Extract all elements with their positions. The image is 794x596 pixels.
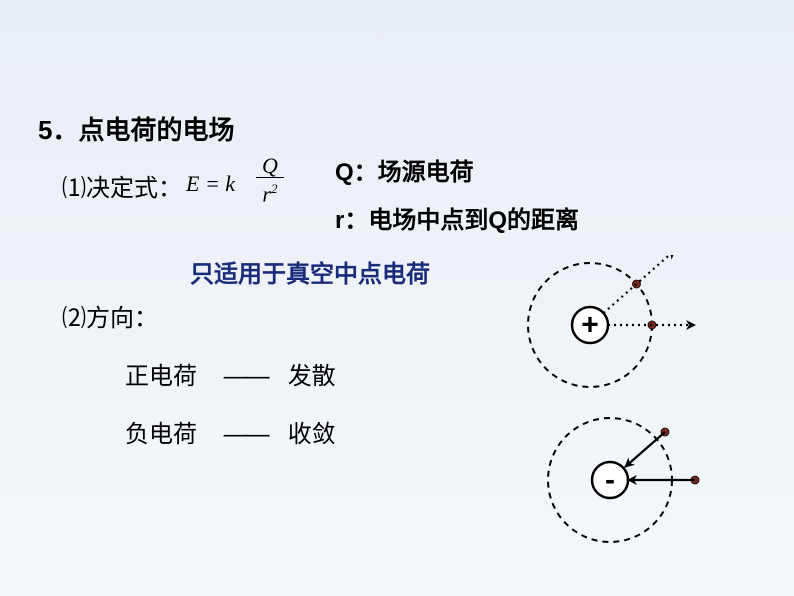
negative-charge-line: 负电荷 —— 收敛 xyxy=(125,414,336,449)
formula-lhs: E = k xyxy=(186,171,235,197)
q-description: Q：场源电荷 xyxy=(335,152,474,187)
svg-text:-: - xyxy=(605,464,615,497)
formula-numerator: Q xyxy=(256,155,284,178)
dash-2: —— xyxy=(224,421,268,448)
negative-behavior: 收敛 xyxy=(288,421,336,448)
positive-label: 正电荷 xyxy=(125,363,197,390)
formula-denominator: r2 xyxy=(256,178,284,205)
sub-item-1: ⑴决定式： xyxy=(62,168,182,203)
section-heading: 5．点电荷的电场 xyxy=(38,110,234,147)
svg-text:+: + xyxy=(581,309,599,342)
positive-charge-line: 正电荷 —— 发散 xyxy=(125,356,336,391)
formula-block: E = k Q r2 xyxy=(186,155,316,210)
sub-item-2: ⑵方向： xyxy=(62,298,158,333)
negative-label: 负电荷 xyxy=(125,421,197,448)
r-description: r：电场中点到Q的距离 xyxy=(335,200,579,235)
formula-fraction: Q r2 xyxy=(256,155,284,205)
dash-1: —— xyxy=(224,363,268,390)
field-diagram: +- xyxy=(500,255,780,585)
positive-behavior: 发散 xyxy=(288,363,336,390)
applicability-note: 只适用于真空中点电荷 xyxy=(190,254,430,289)
